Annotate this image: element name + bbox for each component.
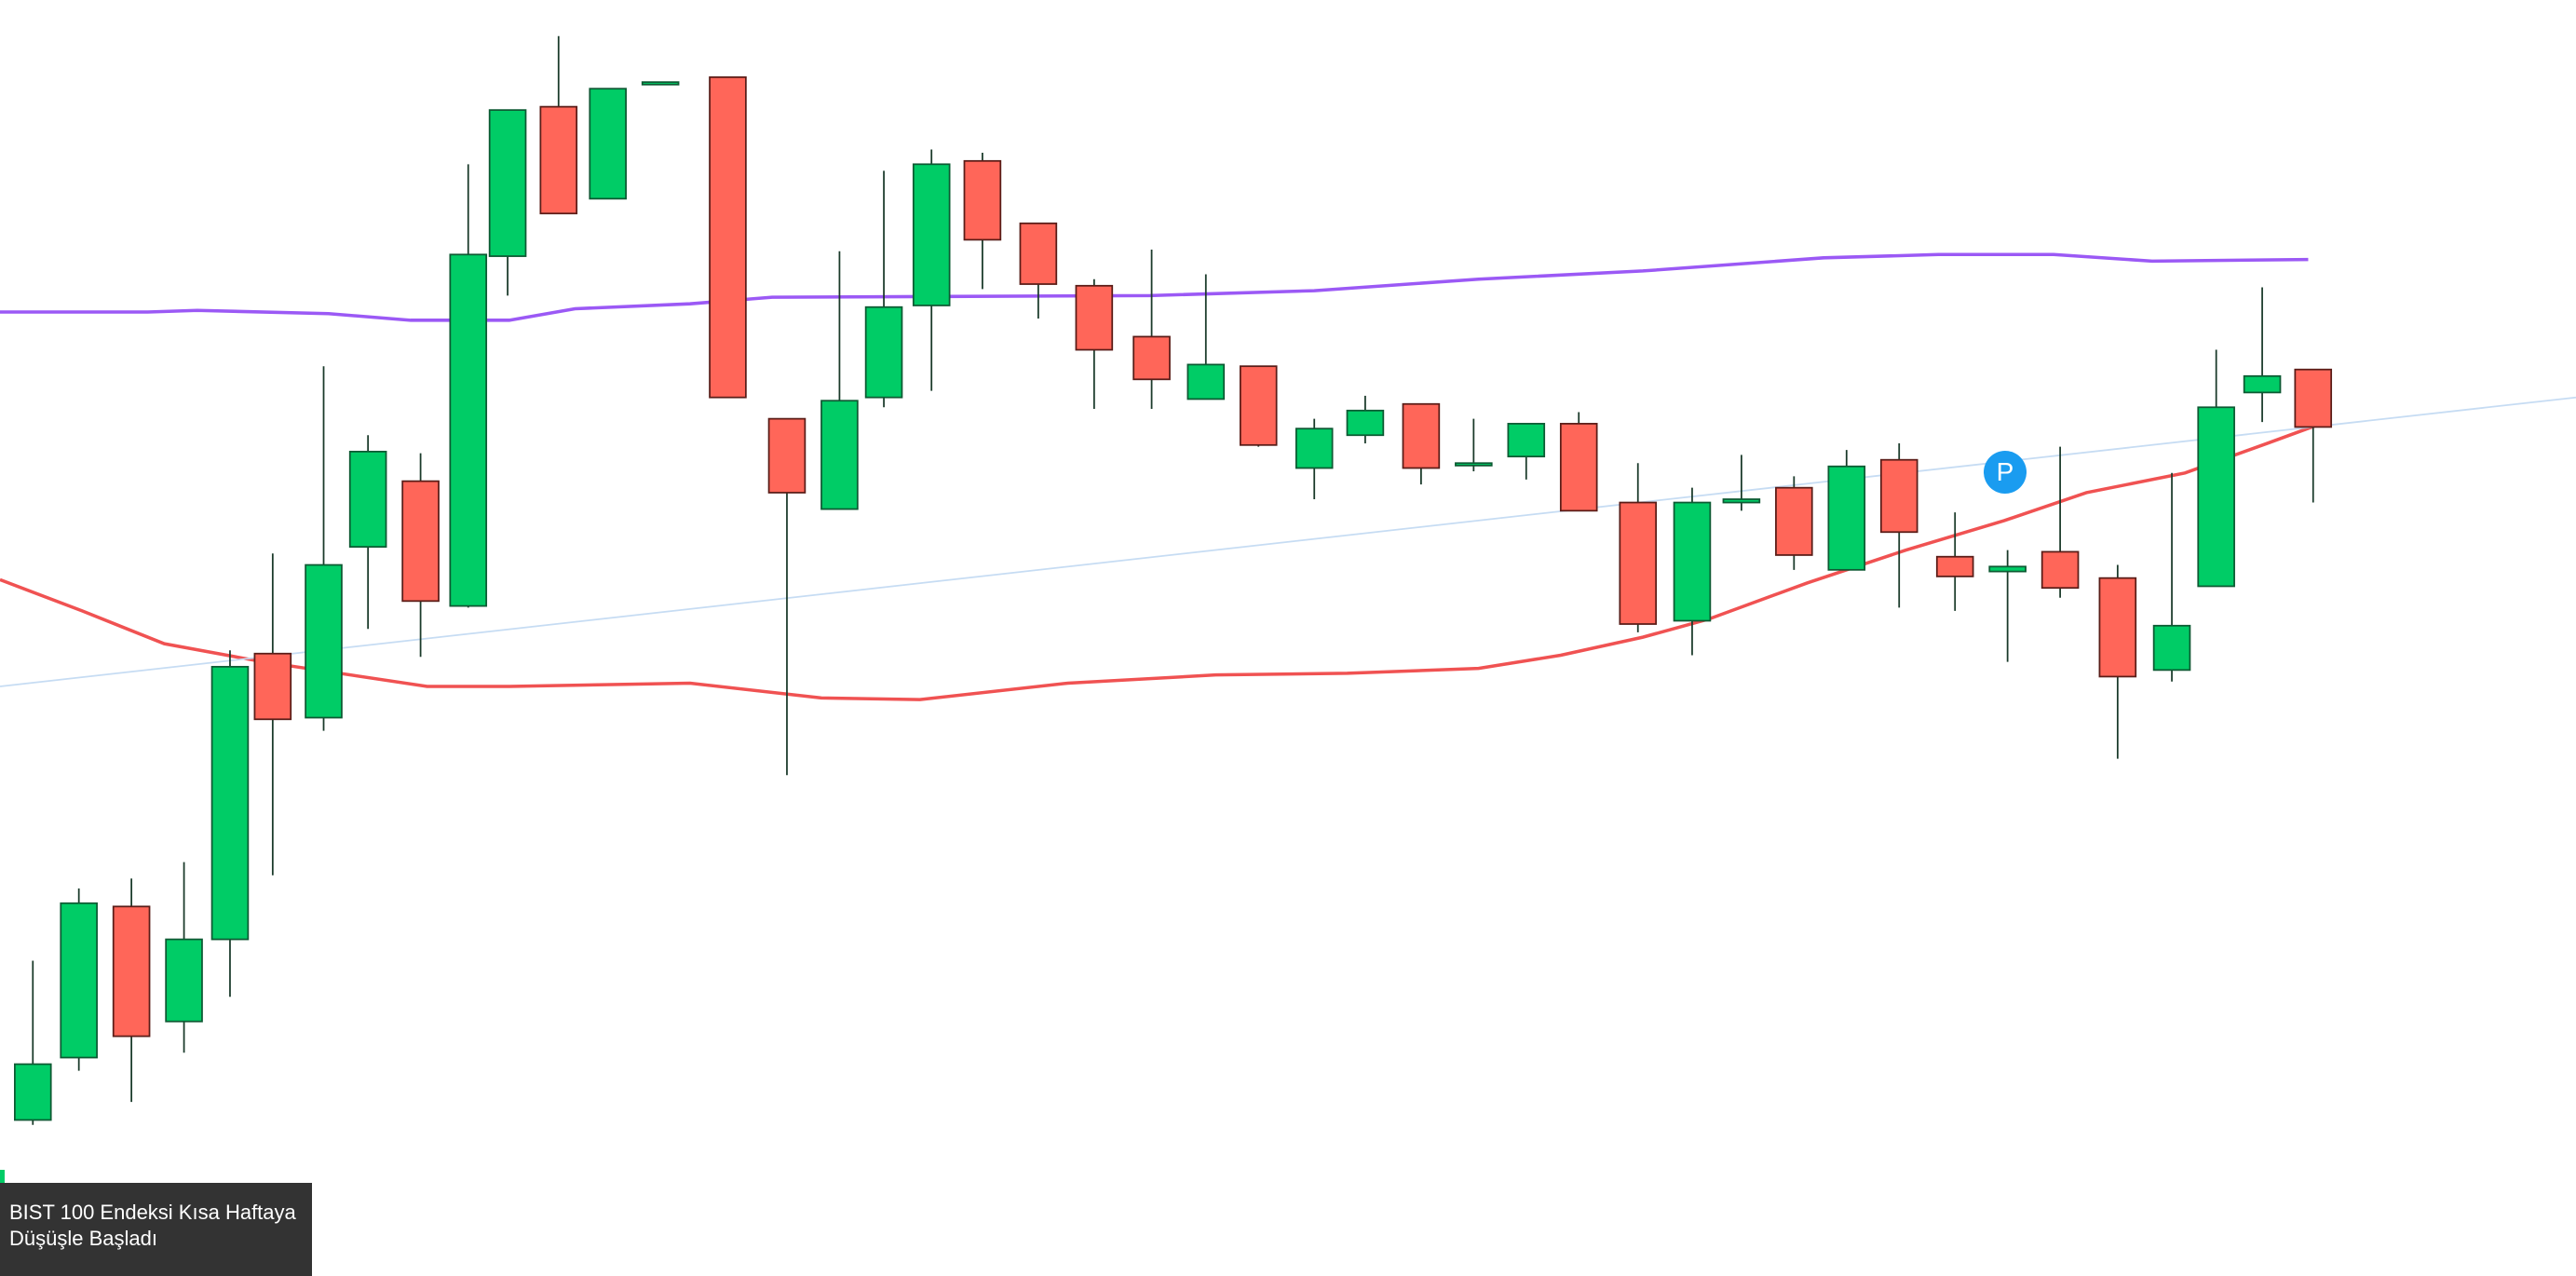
candle-body <box>1935 555 1974 577</box>
candle-body <box>1673 501 1712 622</box>
candle-body <box>1295 428 1334 469</box>
candle-body <box>1507 423 1546 458</box>
candle-body <box>1019 222 1058 285</box>
candle-body <box>2294 368 2333 428</box>
candle-body <box>112 905 151 1038</box>
candle-body <box>589 88 627 200</box>
candle-body <box>60 902 98 1059</box>
candle-body <box>165 938 203 1023</box>
candle-body <box>1988 565 2027 573</box>
candle-body <box>1239 365 1278 446</box>
candle-body <box>767 417 807 494</box>
candle-body <box>709 75 747 399</box>
candle-body <box>2152 624 2191 672</box>
candle-body <box>641 81 680 86</box>
candle-body <box>13 1063 52 1121</box>
moving-line <box>0 252 2309 322</box>
candle-body <box>820 400 859 510</box>
candle-body <box>2243 374 2282 394</box>
candle-body <box>1455 462 1493 467</box>
candle-body <box>963 159 1002 241</box>
candle-body <box>1827 465 1866 571</box>
candle-body <box>539 105 578 215</box>
moving-line <box>0 396 2576 687</box>
candle-body <box>210 665 250 941</box>
candle-body <box>1775 486 1813 556</box>
candle-body <box>1186 363 1226 400</box>
candle-body <box>449 253 488 607</box>
candle-body <box>348 450 387 549</box>
caption: BIST 100 Endeksi Kısa Haftaya Düşüşle Ba… <box>0 1183 312 1276</box>
candle-body <box>1132 335 1171 381</box>
marker[interactable]: P <box>1984 451 2027 494</box>
candle-body <box>253 652 292 721</box>
candle-body <box>1619 501 1658 625</box>
candle-body <box>1075 284 1114 351</box>
candle-body <box>488 109 527 257</box>
candle-body <box>2040 550 2080 590</box>
candle-body <box>401 480 440 603</box>
candle-body <box>2098 577 2137 678</box>
candle-body <box>1722 498 1761 504</box>
candle-body <box>864 305 903 399</box>
candle-body <box>1879 458 1918 534</box>
candle-body <box>305 563 343 719</box>
candle-body <box>1559 423 1598 512</box>
moving-line <box>0 424 2317 701</box>
candle-body <box>1402 402 1441 469</box>
candle-body <box>2197 406 2235 588</box>
candle-body <box>1346 409 1385 437</box>
candle-body <box>912 163 951 306</box>
